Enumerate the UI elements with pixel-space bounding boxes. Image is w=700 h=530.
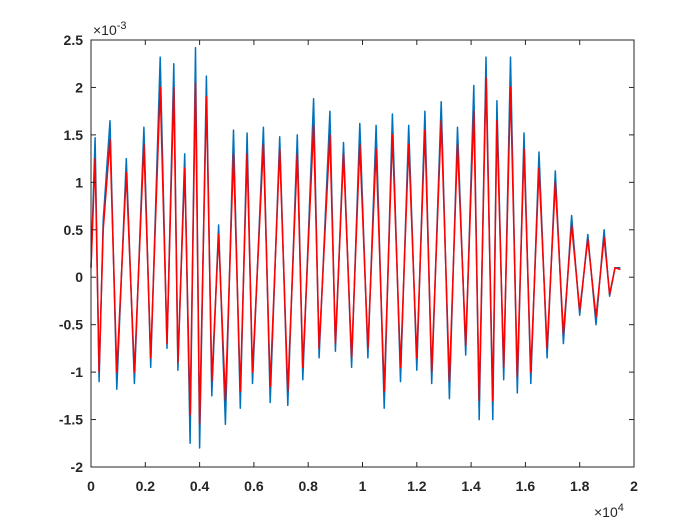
x-tick-label: 0.8 [298, 478, 318, 494]
y-tick-label: -1 [71, 364, 84, 380]
x-exponent-base: ×10 [594, 504, 618, 520]
x-tick-label: 0.2 [136, 478, 156, 494]
x-tick-label: 1.4 [461, 478, 481, 494]
x-tick-label: 2 [630, 478, 638, 494]
y-exponent-label: ×10-3 [93, 20, 127, 38]
x-tick-label: 1.6 [516, 478, 536, 494]
x-tick-label: 1.2 [407, 478, 427, 494]
y-tick-label: 0.5 [64, 222, 84, 238]
x-exponent-label: ×104 [594, 502, 624, 520]
y-tick-label: 1.5 [64, 127, 84, 143]
x-axis-ticks: 0 0.2 0.4 0.6 0.8 1 1.2 1.4 1.6 1.8 2 [87, 40, 638, 494]
x-tick-label: 0.4 [190, 478, 210, 494]
y-tick-label: -1.5 [59, 412, 83, 428]
x-exponent-power: 4 [618, 502, 624, 514]
x-tick-label: 1.8 [570, 478, 590, 494]
y-tick-label: 2 [75, 79, 83, 95]
y-tick-label: -2 [71, 459, 84, 475]
x-tick-label: 0.6 [244, 478, 264, 494]
y-tick-label: -0.5 [59, 317, 83, 333]
y-tick-label: 2.5 [64, 32, 84, 48]
y-exponent-power: -3 [117, 20, 127, 32]
y-axis-ticks: -2 -1.5 -1 -0.5 0 0.5 1 1.5 2 2.5 [59, 32, 634, 475]
series-layer [90, 46, 621, 449]
series-line-2 [90, 77, 621, 426]
x-tick-label: 1 [359, 478, 367, 494]
y-tick-label: 1 [75, 174, 83, 190]
y-exponent-base: ×10 [93, 22, 117, 38]
x-tick-label: 0 [87, 478, 95, 494]
y-tick-label: 0 [75, 269, 83, 285]
